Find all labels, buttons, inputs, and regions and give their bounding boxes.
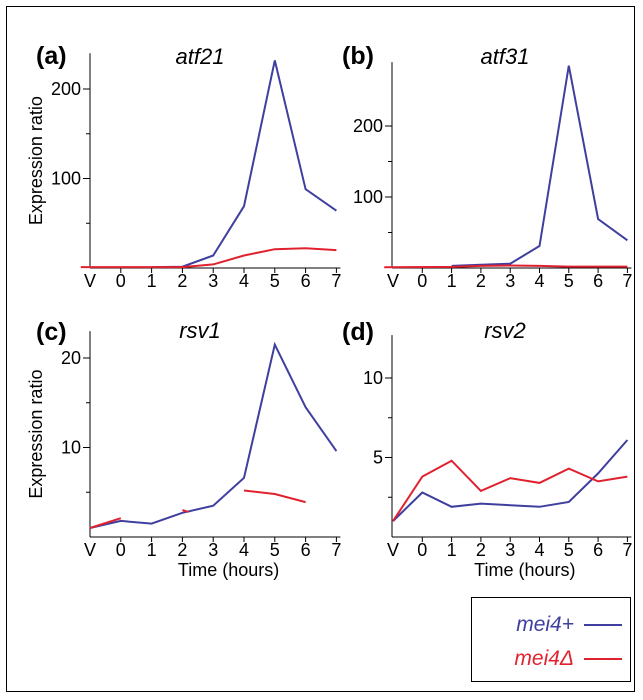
panel-b-x-tick-label: 4 [534,271,544,291]
panel-c-x-tick-label: 5 [270,540,280,560]
panel-b-x-tick-label: 7 [622,271,632,291]
panel-c-series-mei4-delta-line [243,489,306,504]
legend-item-mei4-plus: mei4+ [472,610,632,640]
figure-frame [6,6,635,692]
panel-d-letter: (d) [342,318,374,346]
panel-d-x-tick-label: V [387,540,399,560]
panel-d-series-mei4-plus-line [392,439,629,522]
legend-swatch-mei4-plus [584,624,622,626]
panel-d-x-tick-label: 2 [476,540,486,560]
panel-c-title: rsv1 [179,318,221,343]
panel-a-x-tick-label: 1 [147,271,157,291]
panel-b-letter: (b) [342,42,374,70]
panel-d-y-tick-label: 10 [363,368,383,388]
panel-b-y-tick-label: 100 [353,187,383,207]
panel-c-x-tick-label: 3 [208,540,218,560]
panel-c-y-axis-label: Expression ratio [26,370,46,499]
panel-c-x-axis-label: Time (hours) [178,560,279,580]
panel-b-series-mei4-plus-line [451,65,628,267]
panel-d-x-tick-label: 7 [622,540,632,560]
panel-a-letter: (a) [36,42,67,70]
panel-a-x-tick-label: 4 [239,271,249,291]
panel-a-x-tick-label: 3 [208,271,218,291]
panel-a-x-tick-label: V [84,271,96,291]
panel-b-x-tick-label: 5 [564,271,574,291]
panel-c-y-tick-label: 10 [61,438,81,458]
panel-a-y-tick-label: 100 [51,169,81,189]
panel-c-series-mei4-delta-line [89,517,122,529]
panel-c-x-tick-label: 2 [177,540,187,560]
panel-c-letter: (c) [36,318,67,346]
panel-c-x-tick-label: 4 [239,540,249,560]
panel-a-title: atf21 [176,44,225,69]
legend-label-mei4-delta: mei4Δ [514,647,574,670]
panel-a-x-tick-label: 2 [177,271,187,291]
panel-c-y-tick-label: 20 [61,348,81,368]
panel-b-y-tick-label: 200 [353,116,383,136]
legend-item-mei4-delta: mei4Δ [472,644,632,674]
panel-a-x-tick-label: 5 [270,271,280,291]
panel-c-x-tick-label: 1 [147,540,157,560]
panel-d-x-tick-label: 3 [505,540,515,560]
panel-b-series-mei4-delta-line [384,264,628,269]
panel-d-x-tick-label: 6 [593,540,603,560]
panel-b-x-tick-label: 0 [417,271,427,291]
panel-b-x-tick-label: 2 [476,271,486,291]
panel-d-x-tick-label: 4 [534,540,544,560]
panel-b-x-tick-label: 1 [447,271,457,291]
panel-a-x-tick-label: 6 [301,271,311,291]
panel-d-title: rsv2 [484,318,526,343]
panel-b-x-tick-label: V [387,271,399,291]
panel-a-x-tick-label: 0 [116,271,126,291]
panel-c-x-tick-label: V [84,540,96,560]
panel-a-y-axis-label: Expression ratio [26,96,46,225]
panel-a-series-mei4-plus-line [151,60,337,269]
panel-c-series-mei4-plus-line [89,341,338,529]
panel-a-series-mei4-delta-line [80,247,337,269]
legend: mei4+ mei4Δ [471,597,631,682]
panel-b-title: atf31 [481,44,530,69]
panel-c-x-tick-label: 7 [331,540,341,560]
panel-b-x-tick-label: 3 [505,271,515,291]
panel-d-x-axis-label: Time (hours) [474,560,575,580]
panel-d-x-tick-label: 1 [447,540,457,560]
panel-a-y-tick-label: 200 [51,79,81,99]
panel-c-series-mei4-delta-line [182,509,189,513]
panel-d-x-tick-label: 5 [564,540,574,560]
legend-label-mei4-plus: mei4+ [516,613,574,636]
panel-d-series-mei4-delta-line [392,459,628,522]
panel-c-x-tick-label: 6 [301,540,311,560]
panel-b-x-tick-label: 6 [593,271,603,291]
legend-swatch-mei4-delta [584,658,622,660]
panel-d-y-tick-label: 5 [373,448,383,468]
panel-a-x-tick-label: 7 [331,271,341,291]
panel-d-x-tick-label: 0 [417,540,427,560]
panel-c-x-tick-label: 0 [116,540,126,560]
